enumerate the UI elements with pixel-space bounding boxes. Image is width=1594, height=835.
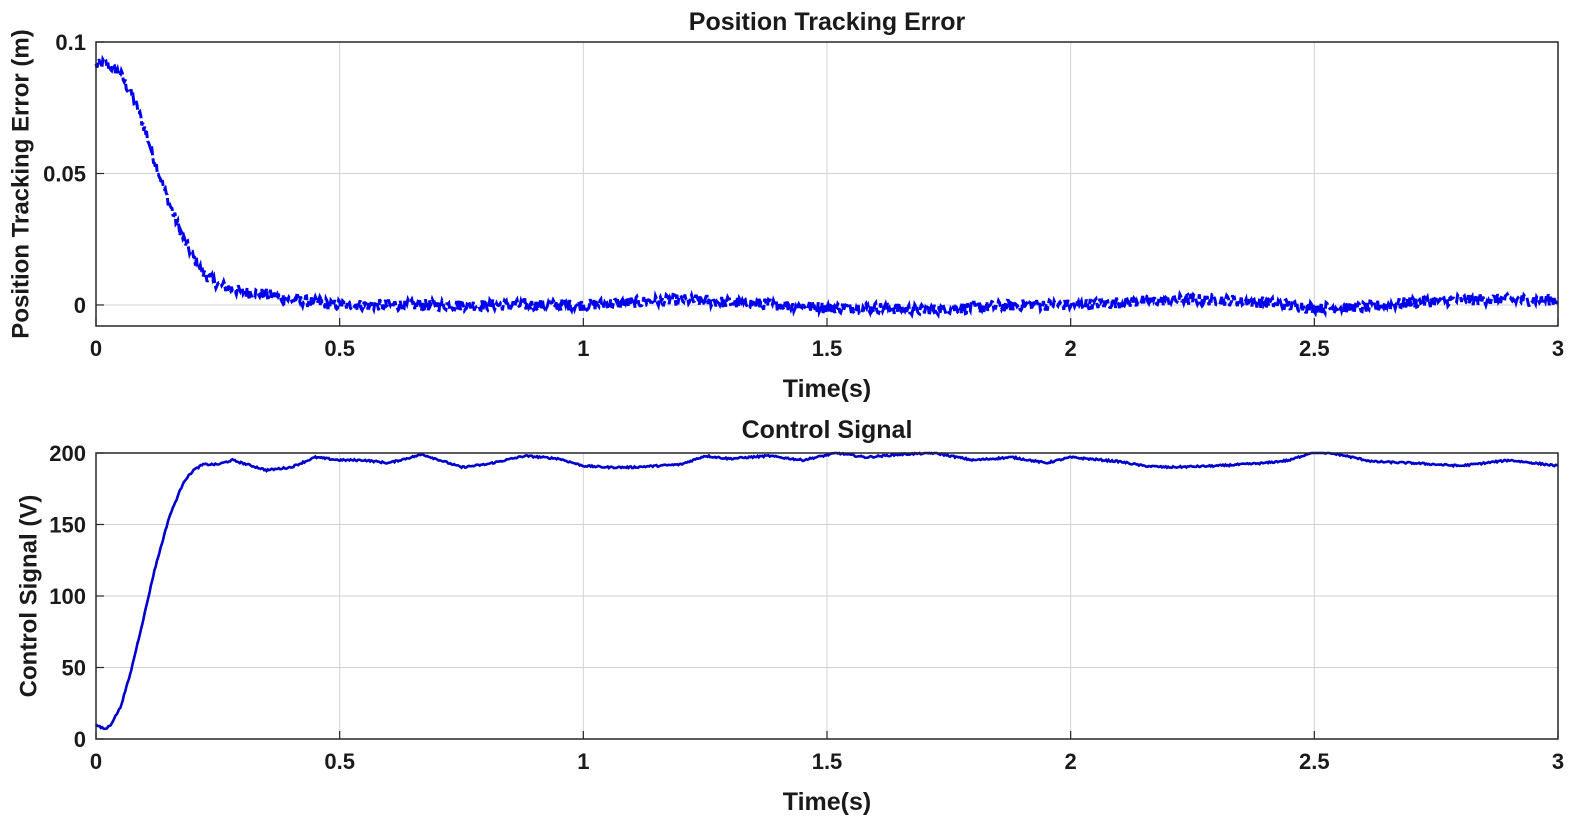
control-signal-x-tick-label: 2.5 — [1299, 749, 1330, 774]
position-error-x-tick-label: 2.5 — [1299, 336, 1330, 361]
position-error-grid — [96, 42, 1558, 326]
control-signal-x-tick-label: 2 — [1065, 749, 1077, 774]
position-error-x-tick-label: 0 — [90, 336, 102, 361]
position-error-x-ticks: 0 0.5 1 1.5 2 2.5 3 — [90, 318, 1564, 361]
control-signal-y-tick-label: 50 — [62, 656, 86, 681]
control-signal-y-tick-label: 200 — [49, 441, 86, 466]
control-signal-y-tick-label: 0 — [74, 727, 86, 752]
control-signal-x-tick-label: 3 — [1552, 749, 1564, 774]
position-error-x-tick-label: 2 — [1065, 336, 1077, 361]
control-signal-x-tick-label: 1.5 — [812, 749, 843, 774]
position-error-y-ticks: 0 0.05 0.1 — [43, 30, 104, 318]
control-signal-x-tick-label: 1 — [577, 749, 589, 774]
control-signal-title: Control Signal — [742, 416, 913, 444]
control-signal-y-tick-label: 100 — [49, 584, 86, 609]
control-signal-y-ticks: 0 50 100 150 200 — [49, 441, 104, 752]
control-signal-panel: 0 0.5 1 1.5 2 2.5 3 0 50 100 150 200 Control Signa… — [15, 416, 1564, 816]
position-error-y-tick-label: 0.05 — [43, 161, 86, 186]
control-signal-x-tick-label: 0 — [90, 749, 102, 774]
position-error-x-tick-label: 0.5 — [324, 336, 355, 361]
control-signal-grid — [96, 453, 1558, 739]
control-signal-x-ticks: 0 0.5 1 1.5 2 2.5 3 — [90, 731, 1564, 774]
control-signal-y-tick-label: 150 — [49, 513, 86, 538]
control-signal-y-label: Control Signal (V) — [15, 495, 42, 698]
position-error-y-tick-label: 0.1 — [55, 30, 86, 55]
position-error-title: Position Tracking Error — [689, 8, 966, 36]
position-error-x-label: Time(s) — [783, 375, 871, 403]
position-error-series — [94, 54, 1559, 319]
position-error-y-tick-label: 0 — [74, 293, 86, 318]
control-signal-x-tick-label: 0.5 — [324, 749, 355, 774]
control-signal-x-label: Time(s) — [783, 788, 871, 816]
position-error-x-tick-label: 3 — [1552, 336, 1564, 361]
position-error-panel: 0 0.5 1 1.5 2 2.5 3 0 0.05 0.1 Position Tracking… — [7, 8, 1564, 403]
position-error-x-tick-label: 1 — [577, 336, 589, 361]
position-error-y-label: Position Tracking Error (m) — [7, 29, 34, 338]
position-error-x-tick-label: 1.5 — [812, 336, 843, 361]
